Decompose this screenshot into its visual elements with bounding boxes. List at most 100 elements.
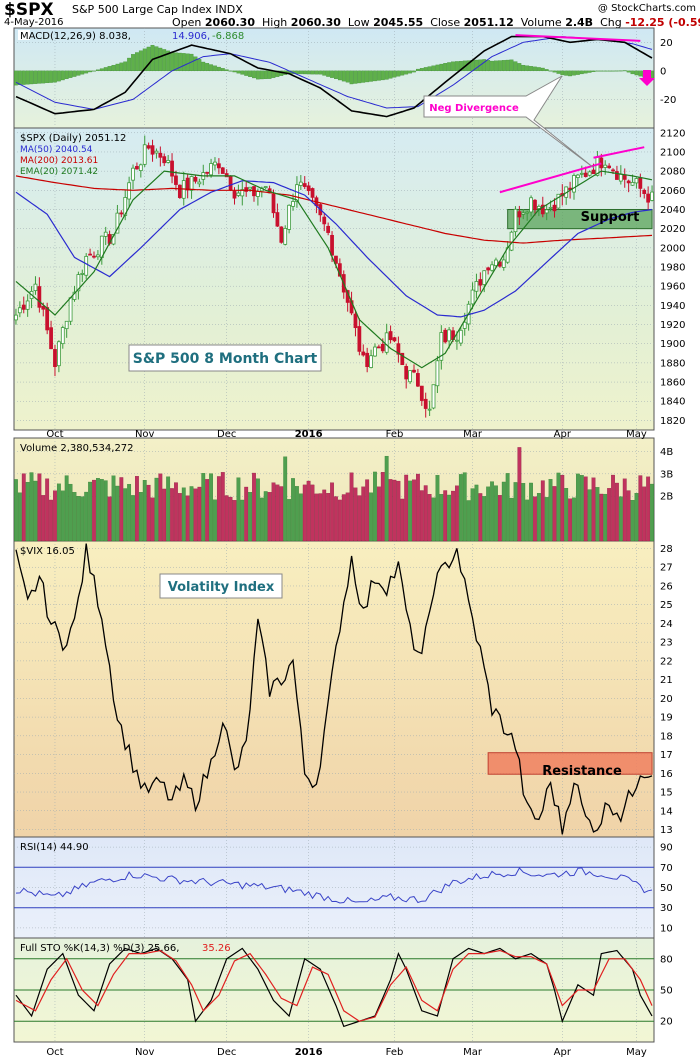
volume-bar <box>232 500 237 542</box>
volume-bar <box>33 480 38 542</box>
candle-body <box>283 228 288 245</box>
support-label: Support <box>581 210 640 225</box>
candle-body <box>49 327 53 350</box>
candle-body <box>185 177 190 191</box>
support-zone <box>507 208 653 230</box>
volume-bar <box>439 494 444 542</box>
macd-histogram-bar <box>396 70 401 77</box>
volume-legend: Volume 2,380,534,272 <box>20 443 134 454</box>
macd-histogram-bar <box>618 70 623 72</box>
price-tick-label: 2020 <box>660 224 685 235</box>
volume-bar <box>298 493 303 542</box>
macd-histogram-bar <box>400 70 405 76</box>
macd-histogram-bar <box>505 59 510 72</box>
candle-body <box>431 384 436 409</box>
candle-body <box>37 286 42 308</box>
price-legend: $SPX (Daily) 2051.12 <box>20 133 126 144</box>
volume-bar <box>369 492 373 542</box>
volume-tick-label: 4B <box>660 447 673 458</box>
macd-histogram-bar <box>556 70 561 74</box>
macd-histogram-bar <box>361 70 366 83</box>
volume-bar <box>638 475 643 542</box>
rsi-tick-label: 30 <box>660 903 673 914</box>
macd-histogram-bar <box>552 70 557 73</box>
macd-histogram-bar <box>388 70 393 79</box>
candle-body <box>618 173 623 182</box>
volume-bar <box>525 499 530 542</box>
candle-body <box>256 190 260 197</box>
candle-body <box>154 150 159 154</box>
macd-histogram-bar <box>205 63 210 72</box>
candle-body <box>232 190 237 199</box>
volume-bar <box>92 479 96 542</box>
candle-body <box>263 186 268 188</box>
macd-histogram-bar <box>193 56 198 72</box>
macd-histogram-bar <box>622 70 627 72</box>
vix-tick-label: 18 <box>660 731 673 742</box>
panel-rsi <box>13 836 655 939</box>
volume-bar <box>17 492 22 542</box>
vix-tick-label: 27 <box>660 563 673 574</box>
volume-bar <box>595 487 600 542</box>
volume-bar <box>470 488 475 542</box>
volume-bar <box>607 488 612 542</box>
candle-body <box>33 283 38 292</box>
volume-bar <box>560 474 565 542</box>
candle-body <box>287 204 292 230</box>
macd-histogram-bar <box>318 70 323 75</box>
macd-histogram-bar <box>259 70 264 80</box>
macd-histogram-bar <box>591 70 596 72</box>
macd-histogram-bar <box>497 60 502 72</box>
rsi-tick-label: 50 <box>660 883 673 894</box>
price-month-label: 2016 <box>295 429 323 440</box>
volume-bar <box>123 488 128 542</box>
vix-line <box>15 543 653 835</box>
chart-title-box <box>128 344 322 372</box>
volume-bar <box>158 473 163 542</box>
macd-histogram-bar <box>255 70 260 80</box>
candle-body <box>400 352 405 366</box>
sto-month-label: Nov <box>135 1047 155 1058</box>
volume-bar <box>447 494 452 542</box>
macd-histogram-bar <box>494 60 498 72</box>
volume-bar <box>345 492 350 542</box>
resistance-label: Resistance <box>542 764 622 779</box>
macd-histogram-bar <box>37 70 42 84</box>
candle-body <box>419 385 424 401</box>
chart-header: $SPX S&P 500 Large Cap Index INDX @ Stoc… <box>0 0 700 29</box>
macd-histogram-bar <box>540 67 545 72</box>
macd-histogram-bar <box>29 70 34 85</box>
candle-body <box>17 307 22 314</box>
volume-bar <box>263 491 268 542</box>
volume-bar <box>295 486 299 542</box>
candle-body <box>521 212 526 215</box>
macd-histogram-bar <box>330 70 334 78</box>
candle-body <box>443 329 448 343</box>
vix-tick-label: 14 <box>660 806 673 817</box>
macd-histogram-bar <box>150 44 155 72</box>
candle-body <box>25 300 30 310</box>
vix-tick-label: 24 <box>660 619 673 630</box>
volume-tick-label: 3B <box>660 469 673 480</box>
candle-body <box>115 212 120 234</box>
volume-bar <box>244 486 249 542</box>
volume-bar <box>142 480 147 542</box>
macd-histogram-bar <box>345 70 350 83</box>
candle-body <box>572 175 576 193</box>
volume-bar <box>302 484 307 542</box>
volume-bar <box>497 495 502 542</box>
candle-body <box>615 171 619 180</box>
candle-body <box>630 182 635 186</box>
macd-histogram-bar <box>353 70 358 84</box>
volume-bar <box>513 482 518 542</box>
candle-body <box>80 272 85 275</box>
volume-bar <box>330 482 334 542</box>
volume-bar <box>384 455 389 542</box>
macd-histogram-bar <box>310 70 315 75</box>
volume-bar <box>103 480 108 542</box>
macd-histogram-bar <box>248 70 253 77</box>
candle-body <box>412 369 416 373</box>
candle-body <box>158 152 163 158</box>
macd-histogram-bar <box>392 70 397 78</box>
